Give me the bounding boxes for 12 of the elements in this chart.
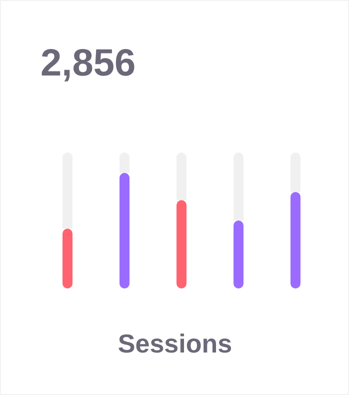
bar [62,152,72,229]
chart-title: 2,856 [40,42,136,84]
x-axis-title: Sessions [118,328,232,358]
bar [176,200,186,288]
bar [290,192,300,288]
bar [62,228,72,288]
bar [120,152,130,173]
bar [290,152,300,192]
bar [234,152,244,220]
bar [176,152,186,200]
bar [234,220,244,288]
bar [120,172,130,288]
